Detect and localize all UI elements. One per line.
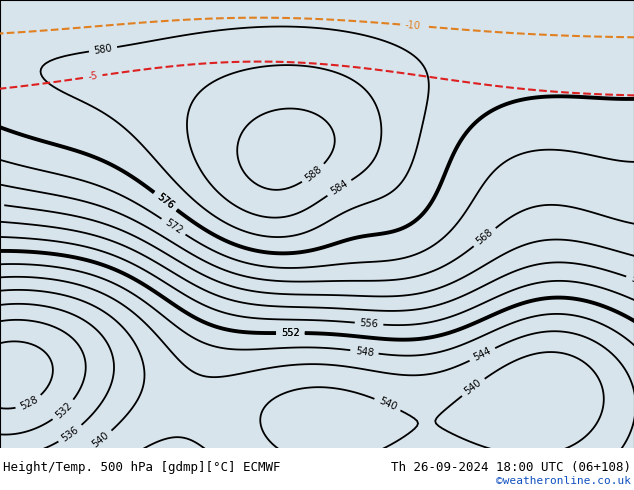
Text: 552: 552	[281, 328, 300, 338]
Text: 576: 576	[155, 192, 176, 211]
Text: Height/Temp. 500 hPa [gdmp][°C] ECMWF: Height/Temp. 500 hPa [gdmp][°C] ECMWF	[3, 462, 281, 474]
Text: 568: 568	[474, 227, 495, 247]
Text: 588: 588	[303, 164, 324, 183]
Text: 532: 532	[53, 400, 74, 420]
Text: 576: 576	[155, 192, 176, 211]
Text: 580: 580	[93, 43, 113, 56]
Text: 540: 540	[463, 378, 484, 397]
Text: 540: 540	[377, 396, 398, 413]
Text: 556: 556	[359, 318, 378, 329]
Text: 544: 544	[113, 451, 134, 470]
Text: 560: 560	[630, 273, 634, 289]
Text: -10: -10	[404, 20, 421, 31]
Text: Th 26-09-2024 18:00 UTC (06+108): Th 26-09-2024 18:00 UTC (06+108)	[391, 462, 631, 474]
Text: ©weatheronline.co.uk: ©weatheronline.co.uk	[496, 476, 631, 486]
Text: 544: 544	[472, 346, 493, 363]
Text: 548: 548	[354, 346, 374, 358]
Text: 572: 572	[163, 218, 184, 236]
Text: 584: 584	[329, 179, 350, 197]
Text: 552: 552	[281, 328, 300, 338]
Text: 536: 536	[60, 424, 81, 443]
Text: 528: 528	[18, 394, 39, 412]
Text: 540: 540	[91, 430, 111, 450]
Text: -5: -5	[87, 71, 98, 82]
